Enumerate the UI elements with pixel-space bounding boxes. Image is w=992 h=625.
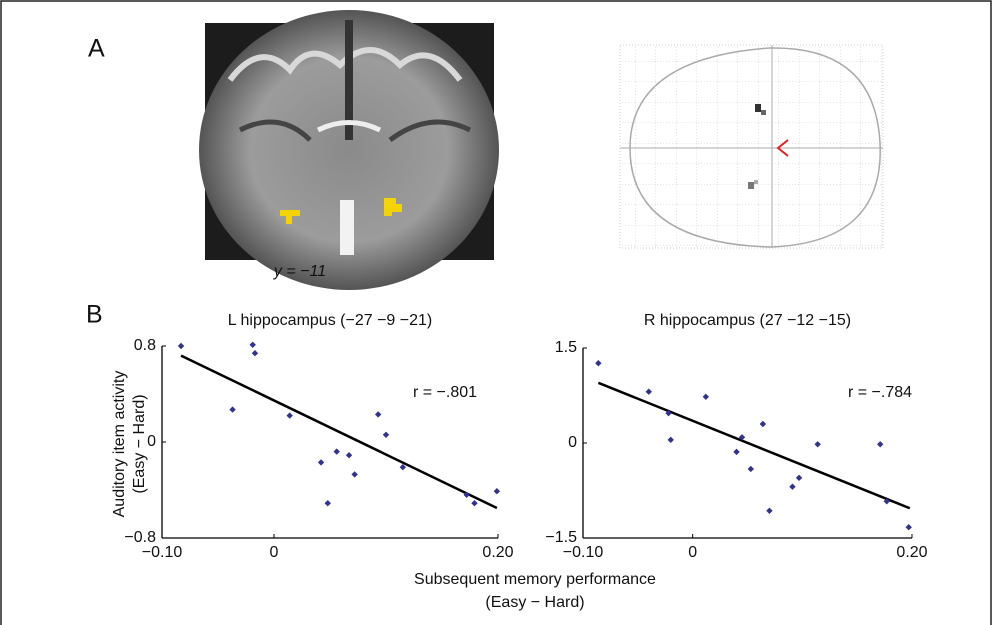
chart-title: R hippocampus (27 −12 −15) <box>644 312 851 329</box>
x-axis-label: (Easy − Hard) <box>485 594 584 611</box>
point <box>733 449 739 455</box>
figure: A B y = −11 Auditory item activity (Easy… <box>0 0 992 625</box>
annotation: r = −.801 <box>413 384 477 401</box>
point <box>229 406 235 412</box>
point <box>668 437 674 443</box>
point <box>325 500 331 506</box>
point <box>346 452 352 458</box>
point <box>318 459 324 465</box>
fit-line <box>598 383 909 508</box>
fit-line <box>181 356 497 508</box>
annotation: r = −.784 <box>848 384 912 401</box>
y-tick-label: 0 <box>568 434 577 451</box>
x-tick-label: 0 <box>688 544 697 561</box>
point <box>250 342 256 348</box>
y-tick-label: 1.5 <box>555 339 577 356</box>
page: {"panel_labels": ["A", "B"], "brain_capt… <box>0 0 992 625</box>
x-tick-label: 0.20 <box>896 544 927 561</box>
point <box>760 421 766 427</box>
slice-caption: y = −11 <box>273 263 326 280</box>
x-tick-label: 0.20 <box>482 544 513 561</box>
point <box>595 360 601 366</box>
x-tick-label: −0.10 <box>142 544 183 561</box>
point <box>646 389 652 395</box>
y-tick-label: 0 <box>147 433 156 450</box>
x-tick-label: 0 <box>270 544 279 561</box>
point <box>471 500 477 506</box>
x-axis-label: Subsequent memory performance <box>414 571 656 588</box>
panel-label: B <box>86 301 103 329</box>
y-tick-label: 0.8 <box>134 337 156 354</box>
point <box>703 394 709 400</box>
y-axis-label: Auditory item activity <box>111 371 128 518</box>
x-tick-label: −0.10 <box>563 544 604 561</box>
point <box>494 488 500 494</box>
point <box>814 441 820 447</box>
point <box>334 448 340 454</box>
chart-title: L hippocampus (−27 −9 −21) <box>228 312 432 329</box>
point <box>796 475 802 481</box>
point <box>383 432 389 438</box>
point <box>375 411 381 417</box>
point <box>286 412 292 418</box>
panel-label: A <box>88 35 105 63</box>
point <box>748 466 754 472</box>
point <box>252 350 258 356</box>
glass-brain <box>620 45 883 248</box>
point <box>351 471 357 477</box>
mri-slice <box>199 10 499 290</box>
y-axis-label: (Easy − Hard) <box>131 394 148 493</box>
point <box>906 524 912 530</box>
point <box>877 441 883 447</box>
point <box>178 343 184 349</box>
point <box>789 484 795 490</box>
point <box>766 508 772 514</box>
